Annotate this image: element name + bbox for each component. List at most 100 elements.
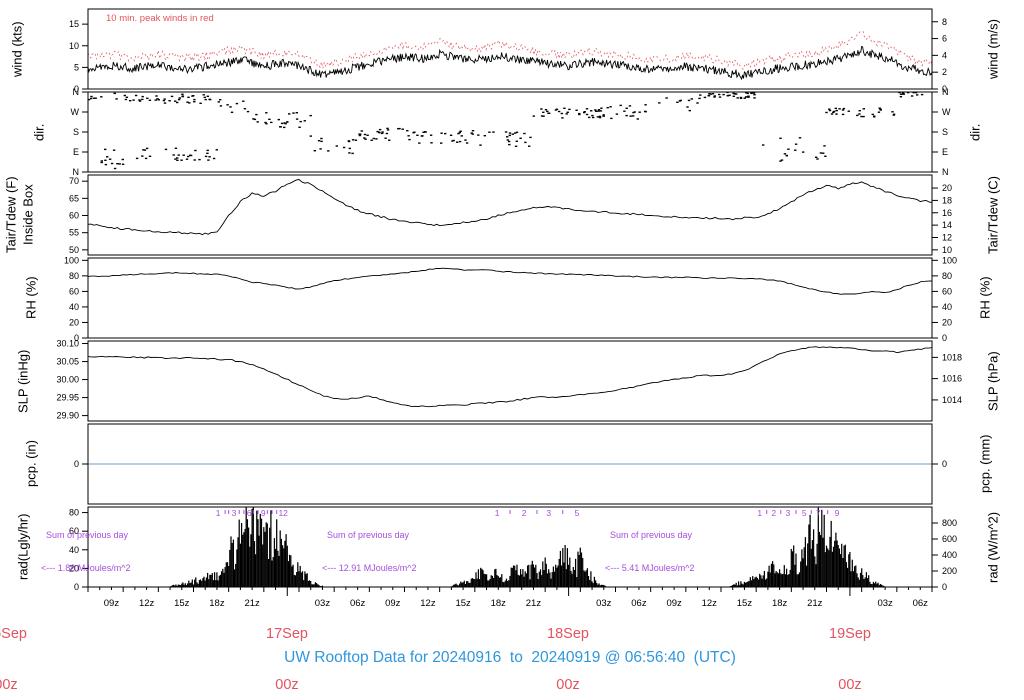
dir-point — [597, 110, 600, 112]
dir-point — [202, 94, 205, 96]
dir-point — [750, 92, 753, 94]
dir-point — [279, 126, 282, 128]
dir-point — [566, 111, 569, 113]
right-tick-label: 0 — [942, 459, 947, 469]
dir-point — [88, 98, 91, 101]
dir-point — [609, 106, 612, 108]
mjoule-mark-label: 9 — [835, 508, 840, 518]
y-axis-label-rh-left: RH (%) — [23, 276, 39, 320]
dir-point — [899, 93, 903, 95]
dir-point — [914, 92, 918, 94]
dir-point — [492, 131, 495, 133]
dir-point — [347, 140, 350, 142]
rad-sum-line1: Sum of previous day — [327, 530, 410, 540]
date-line1: 18Sep — [547, 626, 589, 642]
dir-point — [422, 131, 425, 133]
mjoule-mark-label: 9 — [261, 508, 266, 518]
dir-point — [540, 115, 544, 117]
dir-point — [568, 108, 571, 111]
dir-point — [615, 113, 619, 115]
dir-point — [514, 145, 518, 147]
dir-point — [718, 96, 722, 98]
dir-point — [193, 159, 196, 161]
dir-point — [209, 98, 212, 101]
dir-point — [841, 109, 845, 111]
x-tick-label: 15z — [737, 598, 753, 609]
dir-point — [138, 100, 142, 102]
right-tick-label: 40 — [942, 302, 952, 312]
panel-series-rh — [88, 267, 932, 295]
dir-point — [168, 100, 171, 102]
mjoule-mark-label: 3 — [546, 508, 551, 518]
series-slp-inhg — [88, 346, 932, 408]
dir-point — [862, 115, 865, 118]
dir-point — [375, 138, 378, 140]
dir-point — [176, 159, 179, 161]
dir-point — [277, 118, 280, 121]
left-tick-label: S — [73, 127, 79, 137]
dir-point — [423, 131, 427, 133]
rad-sum-line2: <--- 1.88 MJoules/m^2 — [41, 563, 131, 573]
x-tick-label: 09z — [666, 598, 682, 609]
dir-point — [824, 155, 827, 157]
dir-point — [456, 141, 459, 143]
dir-point — [711, 93, 715, 95]
dir-point — [709, 93, 713, 95]
dir-point — [825, 111, 828, 114]
dir-point — [596, 116, 600, 118]
dir-point — [381, 132, 384, 135]
dir-point — [115, 98, 118, 100]
dir-point — [856, 114, 859, 117]
left-tick-label: 60 — [69, 286, 79, 296]
x-axis-date-17sep: 17Sep 00z — [257, 592, 317, 700]
dir-point — [230, 111, 234, 113]
dir-point — [170, 95, 174, 98]
left-tick-label: 20 — [69, 317, 79, 327]
dir-point — [187, 96, 190, 98]
dir-point — [565, 113, 568, 115]
dir-point — [189, 154, 193, 157]
dir-point — [134, 94, 138, 97]
dir-point — [524, 141, 527, 144]
dir-point — [388, 139, 391, 141]
mjoule-mark-label: 5 — [574, 508, 579, 518]
dir-point — [471, 130, 475, 132]
dir-point — [155, 95, 158, 97]
dir-point — [376, 130, 379, 133]
dir-point — [110, 162, 114, 165]
y-axis-label-pcp-in: pcp. (in) — [23, 440, 39, 488]
dir-point — [193, 98, 196, 101]
dir-point — [578, 113, 581, 116]
dir-point — [252, 118, 255, 120]
dir-point — [690, 98, 693, 100]
dir-point — [100, 161, 103, 164]
dir-point — [686, 106, 689, 108]
dir-point — [722, 93, 725, 96]
dir-point — [506, 136, 509, 138]
dir-point — [255, 113, 258, 116]
dir-point — [319, 148, 322, 150]
dir-point — [862, 108, 865, 110]
dir-point — [590, 110, 593, 112]
dir-point — [270, 121, 273, 124]
dir-point — [726, 92, 729, 94]
dir-point — [182, 154, 185, 156]
right-tick-label: 400 — [942, 550, 957, 560]
dir-point — [832, 110, 836, 113]
dir-point — [708, 93, 711, 95]
dir-point — [892, 113, 896, 115]
dir-point — [780, 159, 784, 161]
series-rh-percent — [88, 267, 932, 295]
dir-point — [779, 137, 782, 139]
dir-point — [528, 145, 531, 147]
left-tick-label: 0 — [74, 459, 79, 469]
dir-point — [243, 108, 247, 110]
dir-point — [588, 116, 591, 119]
dir-point — [602, 115, 605, 117]
dir-point — [208, 156, 211, 158]
dir-point — [511, 133, 514, 135]
dir-point — [828, 108, 831, 110]
dir-point — [523, 132, 526, 135]
dir-point — [364, 138, 367, 140]
